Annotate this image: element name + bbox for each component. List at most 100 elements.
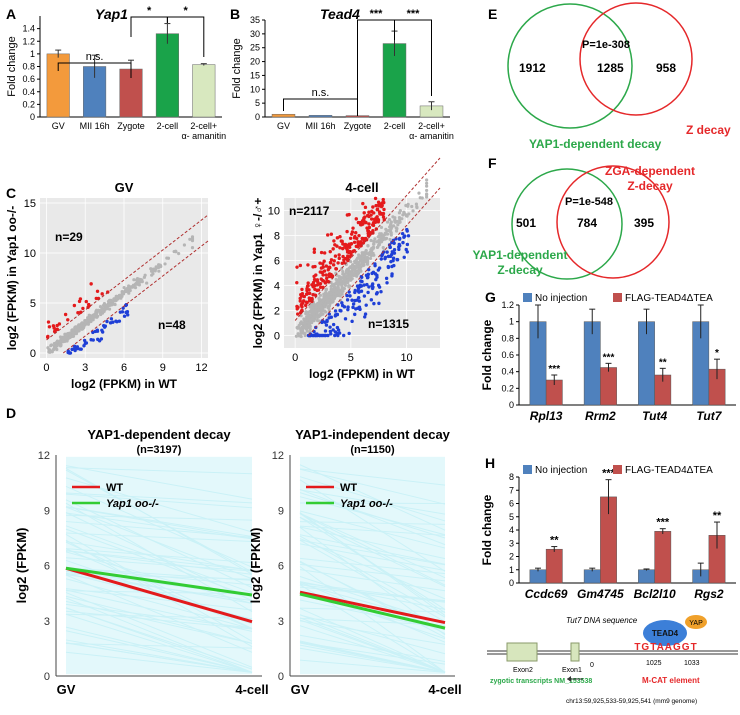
chart-c-4cell-point-up [372,211,376,215]
chart-c-4cell-point-up [325,279,329,284]
chart-c-4cell-point-unchanged [308,309,312,313]
chart-c-4cell-point-down [336,333,340,338]
chart-g-legend-swatch-1 [613,293,622,302]
panel-i-exon2-box [506,642,538,662]
chart-c-4cell-point-down [324,323,329,327]
chart-b-bar [308,115,333,118]
panel-i-exon1-label: Exon1 [562,667,582,674]
chart-c-4cell-point-unchanged [297,334,301,338]
chart-a-y-tick-label: 0.2 [22,99,35,109]
chart-c-4cell-point-up [348,255,352,259]
chart-a-x-tick-label: MII 16h [80,121,110,131]
chart-c-4cell-annotation-up: n=2117 [289,204,330,218]
chart-c-gv-points [45,235,195,355]
panel-i-pos1033: 1033 [684,660,700,667]
chart-c-4cell-point-unchanged [377,242,381,247]
chart-c-4cell-point-down [365,282,369,287]
chart-c-gv-x-tick-label: 9 [160,362,166,374]
chart-c-4cell-point-down [401,240,405,245]
chart-c-4cell-point-down [339,309,343,313]
chart-c-4cell-point-down [380,253,384,257]
chart-c-4cell-point-unchanged [298,327,303,331]
chart-c-4cell-point-unchanged [337,292,341,296]
chart-g-y-tick-label: 1 [509,317,514,327]
chart-a-x-tick-label: GV [52,121,65,131]
chart-c-4cell-point-down [353,312,357,317]
chart-c-gv-point-unchanged [71,333,75,338]
chart-c-4cell-point-down [331,322,336,327]
chart-d-dep-series-line-0 [65,566,253,624]
chart-c-gv-point-down [111,320,115,324]
chart-c-4cell-point-down [398,243,402,248]
chart-c-gv-point-unchanged [165,256,169,260]
chart-c-4cell-point-down [385,250,389,254]
chart-c-4cell-point-up [298,263,303,268]
chart-d-indep-y-tick-label: 9 [278,505,284,517]
chart-c-4cell-point-unchanged [391,215,395,219]
chart-c-4cell-fold-threshold-line [308,187,441,336]
chart-c-4cell-point-unchanged [360,255,364,259]
chart-h-y-tick-label: 6 [509,499,514,509]
chart-c-4cell-point-unchanged [340,286,344,290]
chart-b-y-tick-label: 20 [250,57,260,67]
chart-c-4cell-point-down [314,333,319,338]
chart-h-bar-0 [638,569,655,584]
chart-c-4cell-point-down [372,301,376,306]
chart-c-4cell-point-down [390,250,394,254]
chart-a-x-tick-label: α- amanitin [181,131,226,141]
chart-c-4cell-point-up [381,197,385,202]
chart-c-gv-point-unchanged [76,325,80,329]
chart-c-4cell-point-up [341,246,345,251]
chart-c-gv-point-unchanged [46,346,50,350]
chart-b-bracket-label: *** [407,8,421,20]
chart-h-x-tick-label: Bcl2l10 [634,587,676,601]
chart-c-4cell-point-down [388,245,392,249]
chart-c-4cell-point-down [328,329,333,334]
chart-c-4cell-point-down [357,290,361,294]
chart-c-4cell-point-up [342,258,346,262]
chart-c-gv-x-label: log2 (FPKM) in WT [71,377,178,391]
chart-c-4cell-point-down [337,331,342,335]
chart-c-4cell-point-down [376,268,381,272]
chart-c-gv-point-up [52,329,57,334]
chart-c-4cell-point-up [334,267,339,271]
chart-c-4cell-point-unchanged [388,223,393,227]
chart-c-4cell-point-unchanged [328,295,332,299]
chart-c-4cell-point-up [345,244,349,249]
chart-c-4cell-point-up [366,213,370,218]
chart-c-gv-point-unchanged [163,262,167,266]
panel-letter-h: H [485,455,495,471]
chart-c-4cell-point-unchanged [388,237,392,242]
chart-c-gv-y-label: log2 (FPKM) in Yap1 oo-/- [5,206,19,350]
chart-c-4cell-point-down [335,325,340,330]
chart-a-bar [192,64,216,118]
chart-c-4cell-point-up [371,205,375,209]
chart-c-4cell-point-down [406,234,411,238]
chart-c-gv-point-unchanged [52,341,57,346]
chart-c-4cell-point-unchanged [392,224,396,228]
chart-c-4cell-point-unchanged [341,289,345,293]
chart-c-4cell-point-up [328,249,332,254]
chart-c-4cell-point-up [312,247,317,251]
panel-letter-a: A [6,6,16,22]
chart-c-4cell-y-label: log2 (FPKM) in Yap1 ♀-/♂+ [251,198,265,349]
chart-c-gv-point-unchanged [70,328,74,332]
chart-c-4cell-point-unchanged [308,327,312,331]
panel-i-pos0: 0 [590,662,594,669]
chart-c-gv-point-unchanged [158,263,162,267]
chart-c-4cell-point-unchanged [351,266,356,270]
chart-c-4cell-point-unchanged [372,239,376,244]
chart-g-x-tick-label: Tut4 [642,409,667,423]
chart-d-indep-y-tick-label: 6 [278,561,284,573]
chart-c-4cell-point-up [326,233,330,237]
chart-c-4cell-point-down [367,285,371,289]
chart-c-gv-point-up [81,306,85,311]
chart-b-y-tick-label: 25 [250,43,260,53]
chart-c-4cell-point-unchanged [381,245,385,250]
chart-b-y-tick-label: 30 [250,29,260,39]
chart-c-gv-point-down [96,337,100,342]
chart-c-4cell-point-down [366,290,370,295]
chart-c-4cell-point-unchanged [394,229,399,233]
chart-c-4cell-y-tick-label: 8 [274,231,280,243]
chart-c-4cell-point-unchanged [384,236,389,240]
